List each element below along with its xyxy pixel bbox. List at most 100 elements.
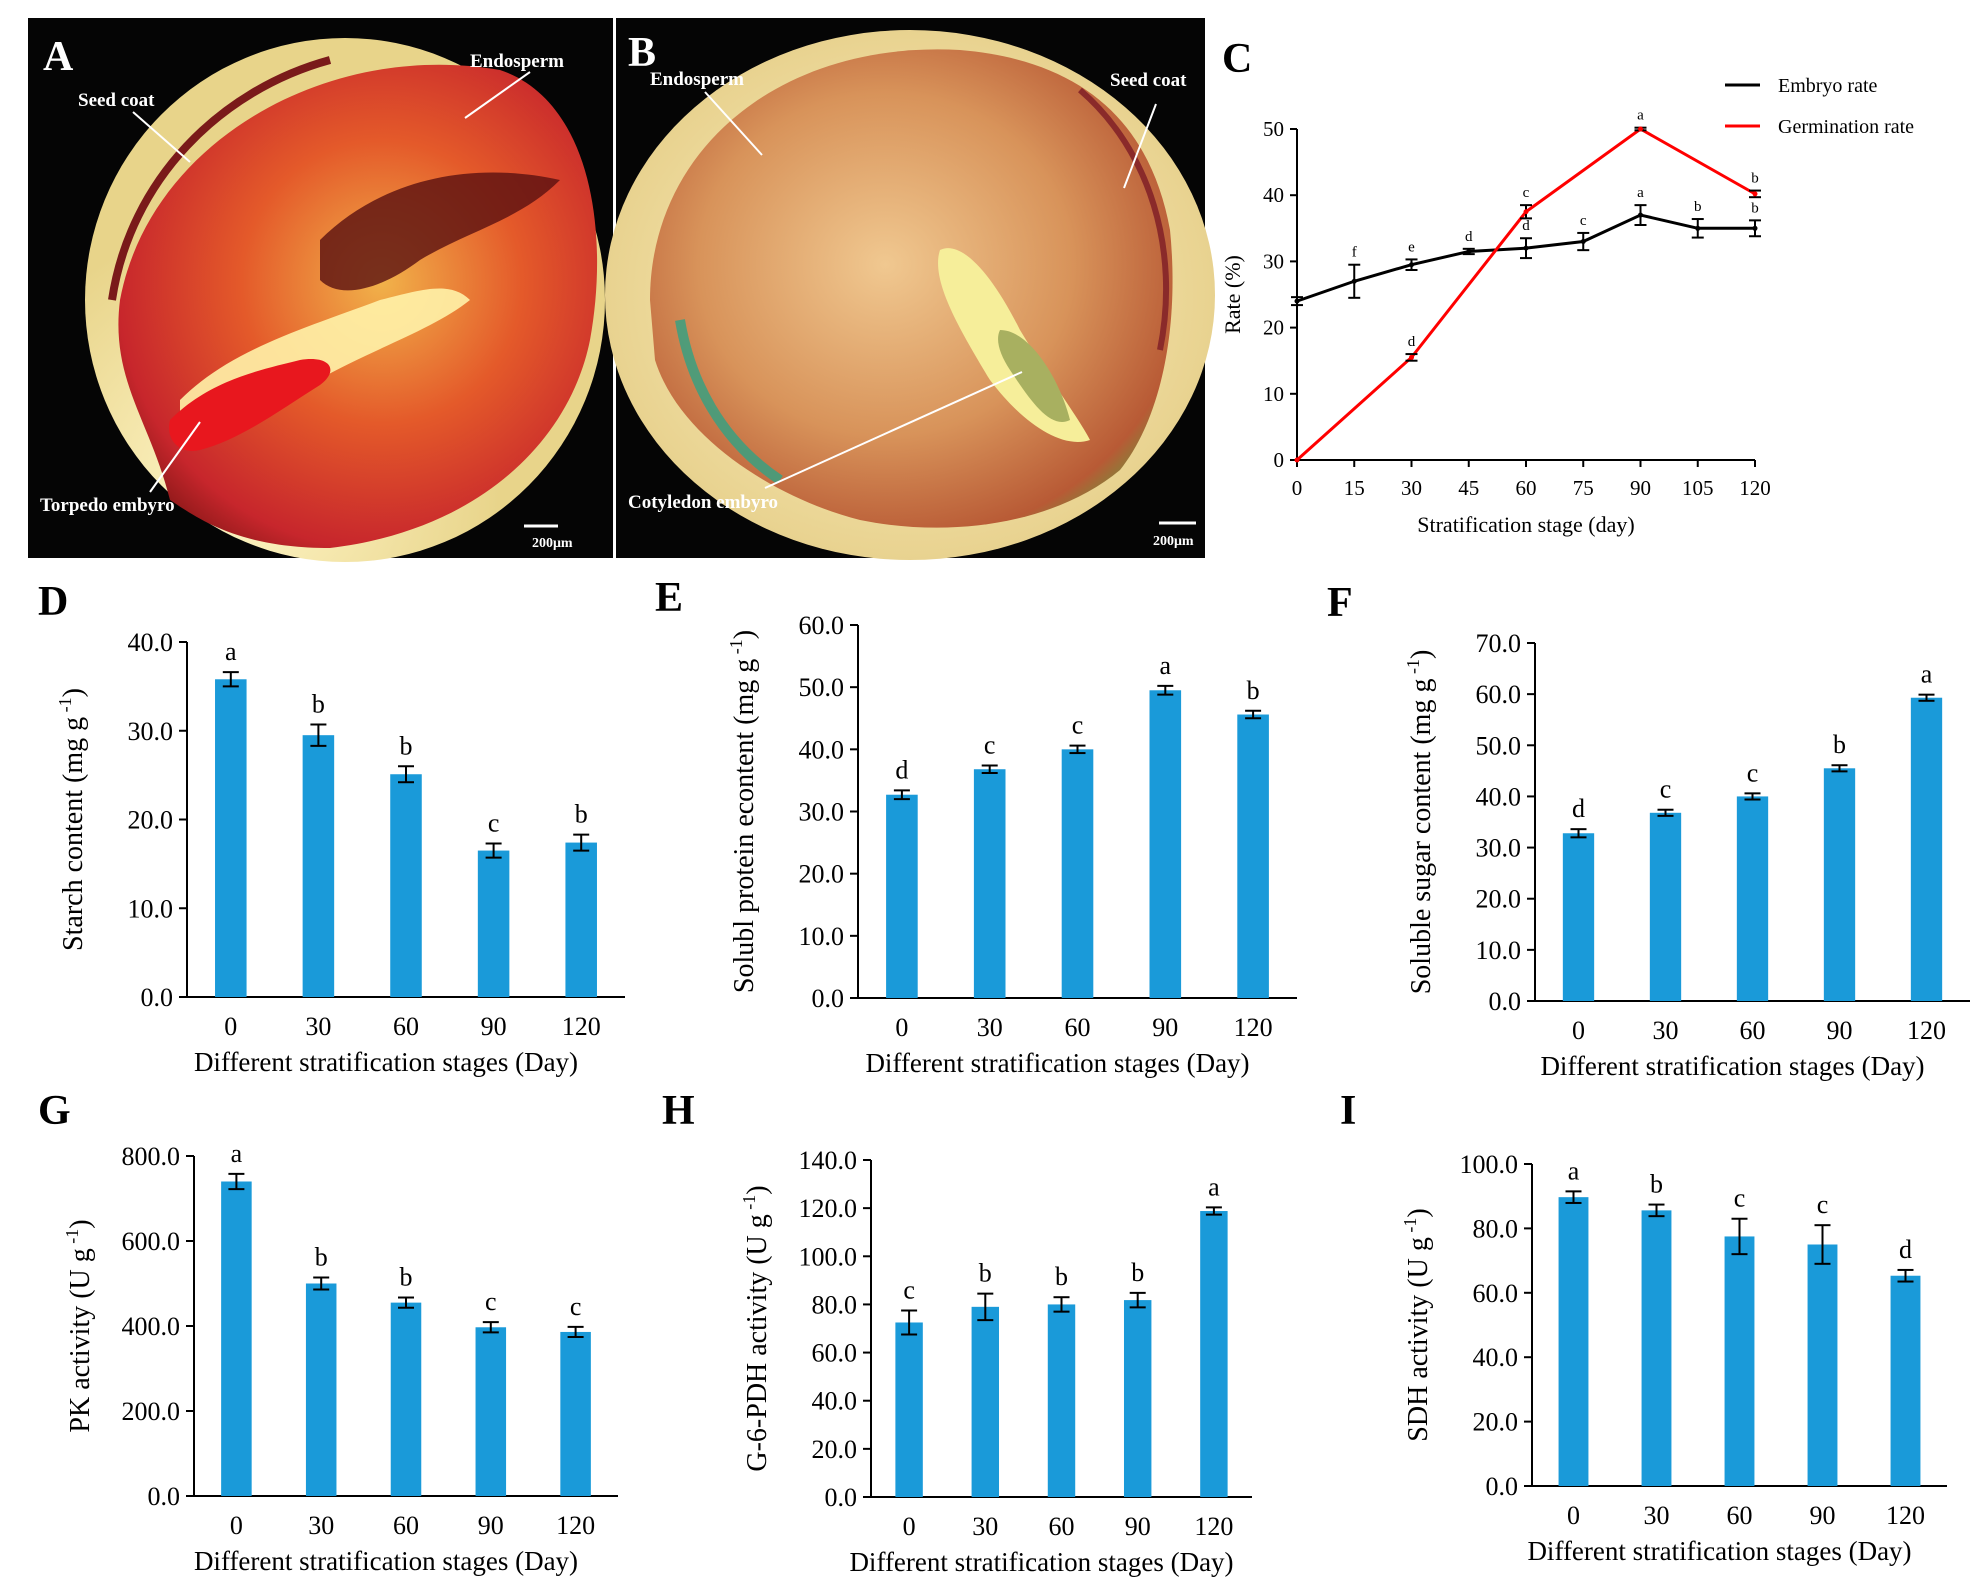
chart-e-y-axis-label-main: Solubl protein econtent (mg g bbox=[729, 659, 760, 993]
chart-f-bar bbox=[1823, 768, 1856, 1001]
chart-h-y-axis-label-sup: -1 bbox=[739, 1195, 759, 1215]
chart-h-x-tick-label: 0 bbox=[903, 1512, 916, 1541]
chart-d-bar bbox=[302, 735, 335, 997]
chart-g-bar bbox=[221, 1181, 252, 1496]
chart-i-x-tick-label: 30 bbox=[1644, 1501, 1670, 1530]
chart-e-y-tick-label: 0.0 bbox=[812, 984, 845, 1013]
chart-g-y-tick-label: 400.0 bbox=[122, 1312, 181, 1341]
chart-d-bar bbox=[477, 850, 510, 997]
chart-e-x-tick-label: 60 bbox=[1065, 1013, 1091, 1042]
chart-h-x-tick-label: 90 bbox=[1125, 1512, 1151, 1541]
panel-letter-b: B bbox=[628, 30, 656, 76]
panel-letter-h: H bbox=[662, 1088, 695, 1134]
chart-d-letter: c bbox=[488, 808, 500, 837]
chart-c-letter: f bbox=[1352, 245, 1357, 261]
panel-letter-c: C bbox=[1222, 36, 1252, 82]
chart-e-letter: b bbox=[1247, 676, 1260, 705]
scale-label-a: 200μm bbox=[532, 536, 573, 551]
chart-c-x-tick-label: 90 bbox=[1630, 476, 1651, 500]
chart-c-letter: c bbox=[1523, 185, 1530, 201]
panel-letter-i: I bbox=[1340, 1088, 1356, 1134]
chart-d-letter: b bbox=[312, 690, 325, 719]
chart-f-bar bbox=[1736, 796, 1769, 1001]
chart-e-y-tick-label: 20.0 bbox=[799, 860, 845, 889]
label-embryo-b: Cotyledon embyro bbox=[628, 492, 778, 513]
chart-d-y-axis-label-end: ) bbox=[58, 688, 89, 697]
chart-c-x-tick-label: 15 bbox=[1344, 476, 1365, 500]
chart-c-point bbox=[1523, 245, 1529, 251]
chart-h-y-axis-label: G-6-PDH activity (U g -1) bbox=[739, 1185, 773, 1471]
chart-d-bar bbox=[215, 679, 247, 997]
chart-c-point bbox=[1409, 354, 1414, 360]
chart-e-y-axis-label-sup: -1 bbox=[726, 639, 746, 659]
chart-c-x-axis-label: Stratification stage (day) bbox=[1417, 512, 1634, 537]
panel-letter-f: F bbox=[1327, 580, 1353, 626]
charts-layer: 0 10 20 30 40 50 0 15 30 45 60 75 90 105 120 Stratifica… bbox=[55, 75, 1970, 1577]
chart-c-x-tick-label: 45 bbox=[1458, 476, 1479, 500]
chart-c-point bbox=[1580, 239, 1586, 245]
chart-i-y-axis-label-sup: -1 bbox=[1400, 1218, 1420, 1238]
chart-f-y-tick-label: 50.0 bbox=[1476, 731, 1522, 760]
chart-f-x-tick-label: 90 bbox=[1827, 1016, 1853, 1045]
chart-c-point bbox=[1638, 212, 1643, 218]
chart-f-y-tick-label: 70.0 bbox=[1476, 629, 1522, 658]
chart-e-bar bbox=[1149, 690, 1182, 998]
chart-c-letter: d bbox=[1522, 218, 1530, 234]
chart-d-bar bbox=[390, 774, 422, 997]
chart-h-y-tick-label: 40.0 bbox=[812, 1387, 858, 1416]
chart-c-letter: b bbox=[1694, 199, 1702, 215]
chart-c-letter: a bbox=[1637, 108, 1644, 124]
chart-f-letter: b bbox=[1833, 730, 1846, 759]
chart-f-x-tick-label: 120 bbox=[1907, 1016, 1946, 1045]
chart-h-y-tick-label: 80.0 bbox=[812, 1290, 858, 1319]
chart-e-bar bbox=[1061, 749, 1094, 998]
chart-i-y-tick-label: 80.0 bbox=[1473, 1214, 1519, 1243]
chart-e-x-tick-label: 0 bbox=[895, 1013, 908, 1042]
pointer-endosperm-a bbox=[464, 71, 531, 119]
pointer-seed-coat-b bbox=[1123, 103, 1157, 189]
chart-c-y-tick-label: 40 bbox=[1263, 183, 1284, 207]
chart-c-letter: b bbox=[1751, 200, 1759, 216]
chart-e-bar bbox=[973, 769, 1006, 998]
chart-h-letter: b bbox=[979, 1259, 992, 1288]
chart-e-y-tick-label: 30.0 bbox=[799, 798, 845, 827]
micrograph-a-torpedo-embryo bbox=[169, 359, 331, 451]
chart-g-bar bbox=[305, 1283, 337, 1496]
chart-e-letter: a bbox=[1160, 651, 1172, 680]
chart-d-x-tick-label: 30 bbox=[305, 1012, 331, 1041]
chart-g-y-tick-label: 0.0 bbox=[148, 1482, 181, 1511]
micrograph-a-dark-region bbox=[320, 172, 560, 291]
chart-g-bar bbox=[390, 1302, 422, 1496]
chart-g-x-axis-label: Different stratification stages (Day) bbox=[194, 1546, 578, 1576]
chart-c-point bbox=[1351, 278, 1357, 284]
chart-h-bar bbox=[1200, 1211, 1228, 1497]
chart-d-y-tick-label: 20.0 bbox=[128, 806, 174, 835]
chart-i-y-axis-label-main: SDH activity (U g bbox=[1403, 1237, 1434, 1442]
chart-f-y-tick-label: 40.0 bbox=[1476, 782, 1522, 811]
chart-i-bar bbox=[1641, 1210, 1672, 1486]
chart-f-letter: d bbox=[1572, 794, 1585, 823]
chart-g-x-tick-label: 0 bbox=[230, 1511, 243, 1540]
chart-c-x-tick-label: 105 bbox=[1682, 476, 1714, 500]
pointer-embryo-b bbox=[764, 371, 1023, 489]
chart-e-y-tick-label: 10.0 bbox=[799, 922, 845, 951]
chart-d-letter: a bbox=[225, 637, 237, 666]
chart-g-letter: a bbox=[231, 1139, 243, 1168]
chart-g-y-tick-label: 600.0 bbox=[122, 1227, 181, 1256]
chart-h-x-tick-label: 30 bbox=[972, 1512, 998, 1541]
chart-c-point bbox=[1466, 248, 1472, 254]
chart-c-y-axis-label: Rate (%) bbox=[1220, 255, 1245, 334]
chart-c-letter: c bbox=[1580, 213, 1587, 229]
chart-i-y-tick-label: 0.0 bbox=[1486, 1472, 1519, 1501]
chart-f-letter: c bbox=[1660, 775, 1672, 804]
chart-c-point bbox=[1752, 191, 1758, 197]
chart-c-x-tick-label: 120 bbox=[1739, 476, 1771, 500]
panel-letter-d: D bbox=[38, 579, 68, 625]
chart-h-y-tick-label: 20.0 bbox=[812, 1435, 858, 1464]
label-seed-coat-b: Seed coat bbox=[1110, 70, 1187, 91]
chart-h-y-axis-label-end: ) bbox=[742, 1185, 773, 1194]
chart-g-y-axis-label-sup: -1 bbox=[62, 1229, 82, 1249]
chart-i-letter: d bbox=[1899, 1235, 1912, 1264]
chart-h-x-axis-label: Different stratification stages (Day) bbox=[849, 1547, 1233, 1577]
chart-i-bar bbox=[1890, 1275, 1921, 1486]
